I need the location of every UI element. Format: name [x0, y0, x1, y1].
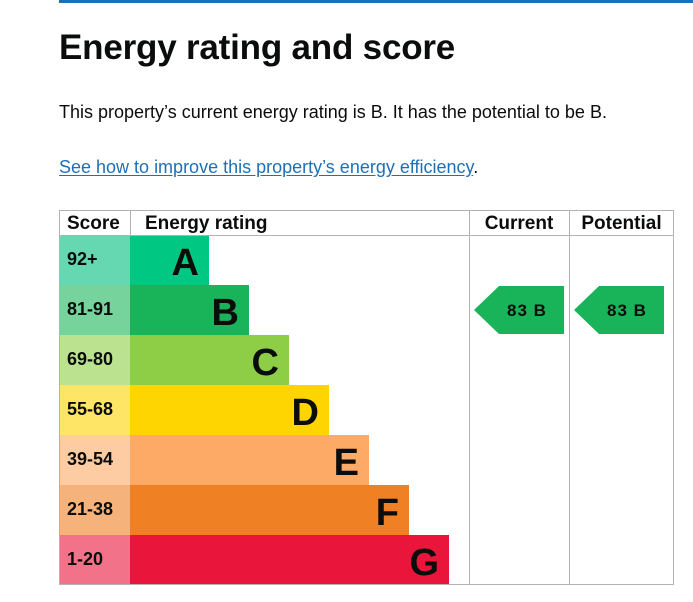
score-cell-f — [59, 485, 130, 535]
page-title: Energy rating and score — [59, 28, 456, 67]
score-label-a: 92+ — [67, 249, 98, 269]
current-rating-arrow — [474, 286, 564, 334]
score-cell-g — [59, 535, 130, 585]
potential-rating-arrow — [574, 286, 664, 334]
band-bar-e — [130, 435, 369, 485]
score-label-d: 55-68 — [67, 399, 113, 419]
potential-rating-arrow-label: 83 B — [607, 301, 647, 320]
band-letter-g: G — [409, 542, 439, 584]
band-bar-b — [130, 285, 249, 335]
score-cell-a — [59, 235, 130, 285]
score-label-b: 81-91 — [67, 299, 113, 319]
improve-efficiency-link[interactable]: See how to improve this property’s energ… — [59, 157, 474, 177]
score-label-f: 21-38 — [67, 499, 113, 519]
header-potential: Potential — [581, 213, 661, 234]
band-letter-f: F — [376, 492, 399, 534]
score-label-e: 39-54 — [67, 449, 113, 469]
band-bar-g — [130, 535, 449, 585]
improve-link-paragraph: See how to improve this property’s energ… — [59, 157, 478, 178]
header-energy-rating: Energy rating — [145, 213, 267, 234]
top-border — [59, 0, 693, 3]
band-letter-a: A — [172, 242, 199, 284]
band-letter-b: B — [212, 292, 239, 334]
band-letter-e: E — [334, 442, 359, 484]
rating-summary: This property’s current energy rating is… — [59, 102, 607, 122]
score-cell-e — [59, 435, 130, 485]
band-bar-c — [130, 335, 289, 385]
chart-frame — [59, 210, 674, 585]
score-cell-c — [59, 335, 130, 385]
link-suffix: . — [473, 157, 479, 177]
score-cell-b — [59, 285, 130, 335]
band-letter-d: D — [292, 392, 319, 434]
current-rating-arrow-label: 83 B — [507, 301, 547, 320]
score-label-g: 1-20 — [67, 549, 103, 569]
band-bar-a — [130, 235, 209, 285]
score-cell-d — [59, 385, 130, 435]
band-letter-c: C — [252, 342, 279, 384]
band-bar-f — [130, 485, 409, 535]
header-current: Current — [485, 213, 554, 234]
header-score: Score — [67, 213, 120, 234]
score-label-c: 69-80 — [67, 349, 113, 369]
band-bar-d — [130, 385, 329, 435]
